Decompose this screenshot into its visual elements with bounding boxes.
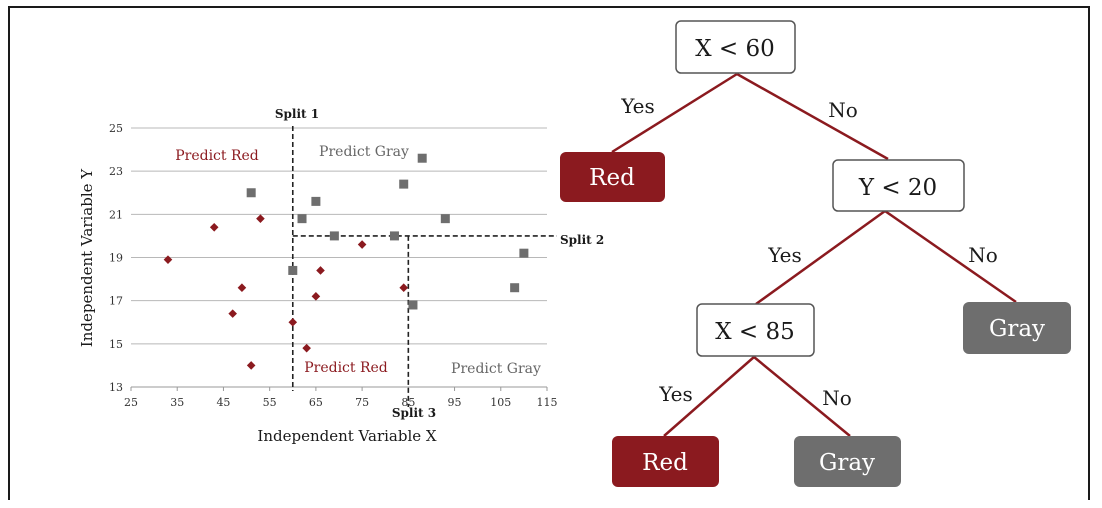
x-tick-labels: 25 35 45 55 65 75 85 95 105 115 (124, 396, 558, 409)
edge-root-right (736, 72, 889, 161)
node-root: X < 60 (675, 20, 796, 74)
gridlines (130, 127, 548, 391)
y-axis-title: Independent Variable Y (78, 168, 96, 347)
edge-label-no-1: No (828, 98, 858, 122)
edge-label-yes-1: Yes (620, 94, 655, 118)
gray-point-4 (329, 231, 339, 241)
x-tick-85: 85 (401, 396, 415, 409)
y-tick-25: 25 (109, 122, 123, 135)
red-point-4 (246, 361, 256, 370)
x-axis-title: Independent Variable X (257, 427, 436, 445)
red-point-11 (399, 283, 409, 293)
node-x-lt-85-label: X < 85 (715, 319, 795, 345)
gray-point-9 (440, 214, 450, 224)
node-x-lt-85: X < 85 (696, 303, 815, 357)
red-point-1 (209, 222, 219, 232)
edge-node2-right (884, 209, 1017, 304)
x-tick-25: 25 (124, 396, 138, 409)
gray-point-10 (510, 283, 520, 293)
gray-point-1 (288, 265, 298, 275)
node-root-label: X < 60 (695, 36, 775, 62)
red-point-8 (311, 292, 321, 301)
region-label-predict-red-top: Predict Red (175, 148, 259, 164)
leaf-red-2: Red (612, 436, 719, 487)
decision-tree: Yes No Yes No Yes No X < 60 Y < 20 X < 8… (560, 20, 1071, 487)
gray-point-6 (399, 179, 409, 189)
edge-label-yes-2: Yes (767, 243, 802, 267)
y-tick-23: 23 (109, 165, 123, 178)
region-label-predict-red-bottom: Predict Red (304, 360, 388, 376)
gray-point-8 (417, 153, 427, 163)
region-label-predict-gray-bottom: Predict Gray (451, 361, 541, 377)
gray-point-2 (297, 214, 307, 224)
x-tick-115: 115 (537, 396, 558, 409)
gray-point-5 (389, 231, 399, 241)
leaf-red-1-label: Red (589, 165, 635, 191)
red-point-5 (256, 214, 265, 223)
edge-node3-right (753, 356, 851, 437)
region-label-predict-gray-top: Predict Gray (319, 144, 409, 160)
red-point-10 (357, 240, 367, 249)
leaf-red-2-label: Red (642, 450, 688, 476)
red-point-6 (288, 317, 298, 327)
red-point-3 (237, 283, 247, 293)
gray-point-11 (519, 248, 529, 258)
x-tick-65: 65 (309, 396, 323, 409)
gray-point-0 (246, 188, 256, 198)
y-tick-17: 17 (109, 295, 123, 308)
y-tick-19: 19 (109, 252, 123, 265)
leaf-gray-1-label: Gray (989, 316, 1045, 342)
y-tick-labels: 13 15 17 19 21 23 25 (109, 122, 123, 394)
leaf-red-1: Red (560, 152, 665, 202)
y-tick-21: 21 (109, 208, 123, 221)
figure-frame (8, 6, 1090, 500)
red-point-9 (316, 266, 325, 275)
x-tick-45: 45 (216, 396, 230, 409)
x-tick-75: 75 (355, 396, 369, 409)
y-tick-15: 15 (109, 338, 123, 351)
gray-point-7 (408, 300, 418, 310)
x-tick-35: 35 (170, 396, 184, 409)
split-3-label: Split 3 (392, 406, 436, 420)
leaf-gray-1: Gray (963, 302, 1071, 354)
x-tick-95: 95 (448, 396, 462, 409)
x-tick-55: 55 (263, 396, 277, 409)
leaf-gray-2: Gray (794, 436, 901, 487)
red-point-7 (302, 343, 311, 353)
edge-node3-left (663, 356, 755, 437)
edge-root-left (611, 72, 738, 154)
scatter-plot: 13 15 17 19 21 23 25 25 35 45 55 65 75 85 95 105 115 In… (78, 107, 604, 445)
edge-label-yes-3: Yes (658, 382, 693, 406)
edge-label-no-2: No (968, 243, 998, 267)
split-2-label: Split 2 (560, 233, 604, 247)
edge-node2-left (755, 209, 886, 306)
leaf-gray-2-label: Gray (819, 450, 875, 476)
gray-point-3 (311, 196, 321, 206)
data-points (163, 153, 529, 370)
node-y-lt-20-label: Y < 20 (858, 175, 937, 201)
node-y-lt-20: Y < 20 (832, 159, 965, 212)
red-point-0 (163, 255, 173, 264)
split-1-label: Split 1 (275, 107, 319, 121)
x-tick-105: 105 (490, 396, 511, 409)
edge-label-no-3: No (822, 386, 852, 410)
y-tick-13: 13 (109, 381, 123, 394)
red-point-2 (228, 309, 237, 318)
